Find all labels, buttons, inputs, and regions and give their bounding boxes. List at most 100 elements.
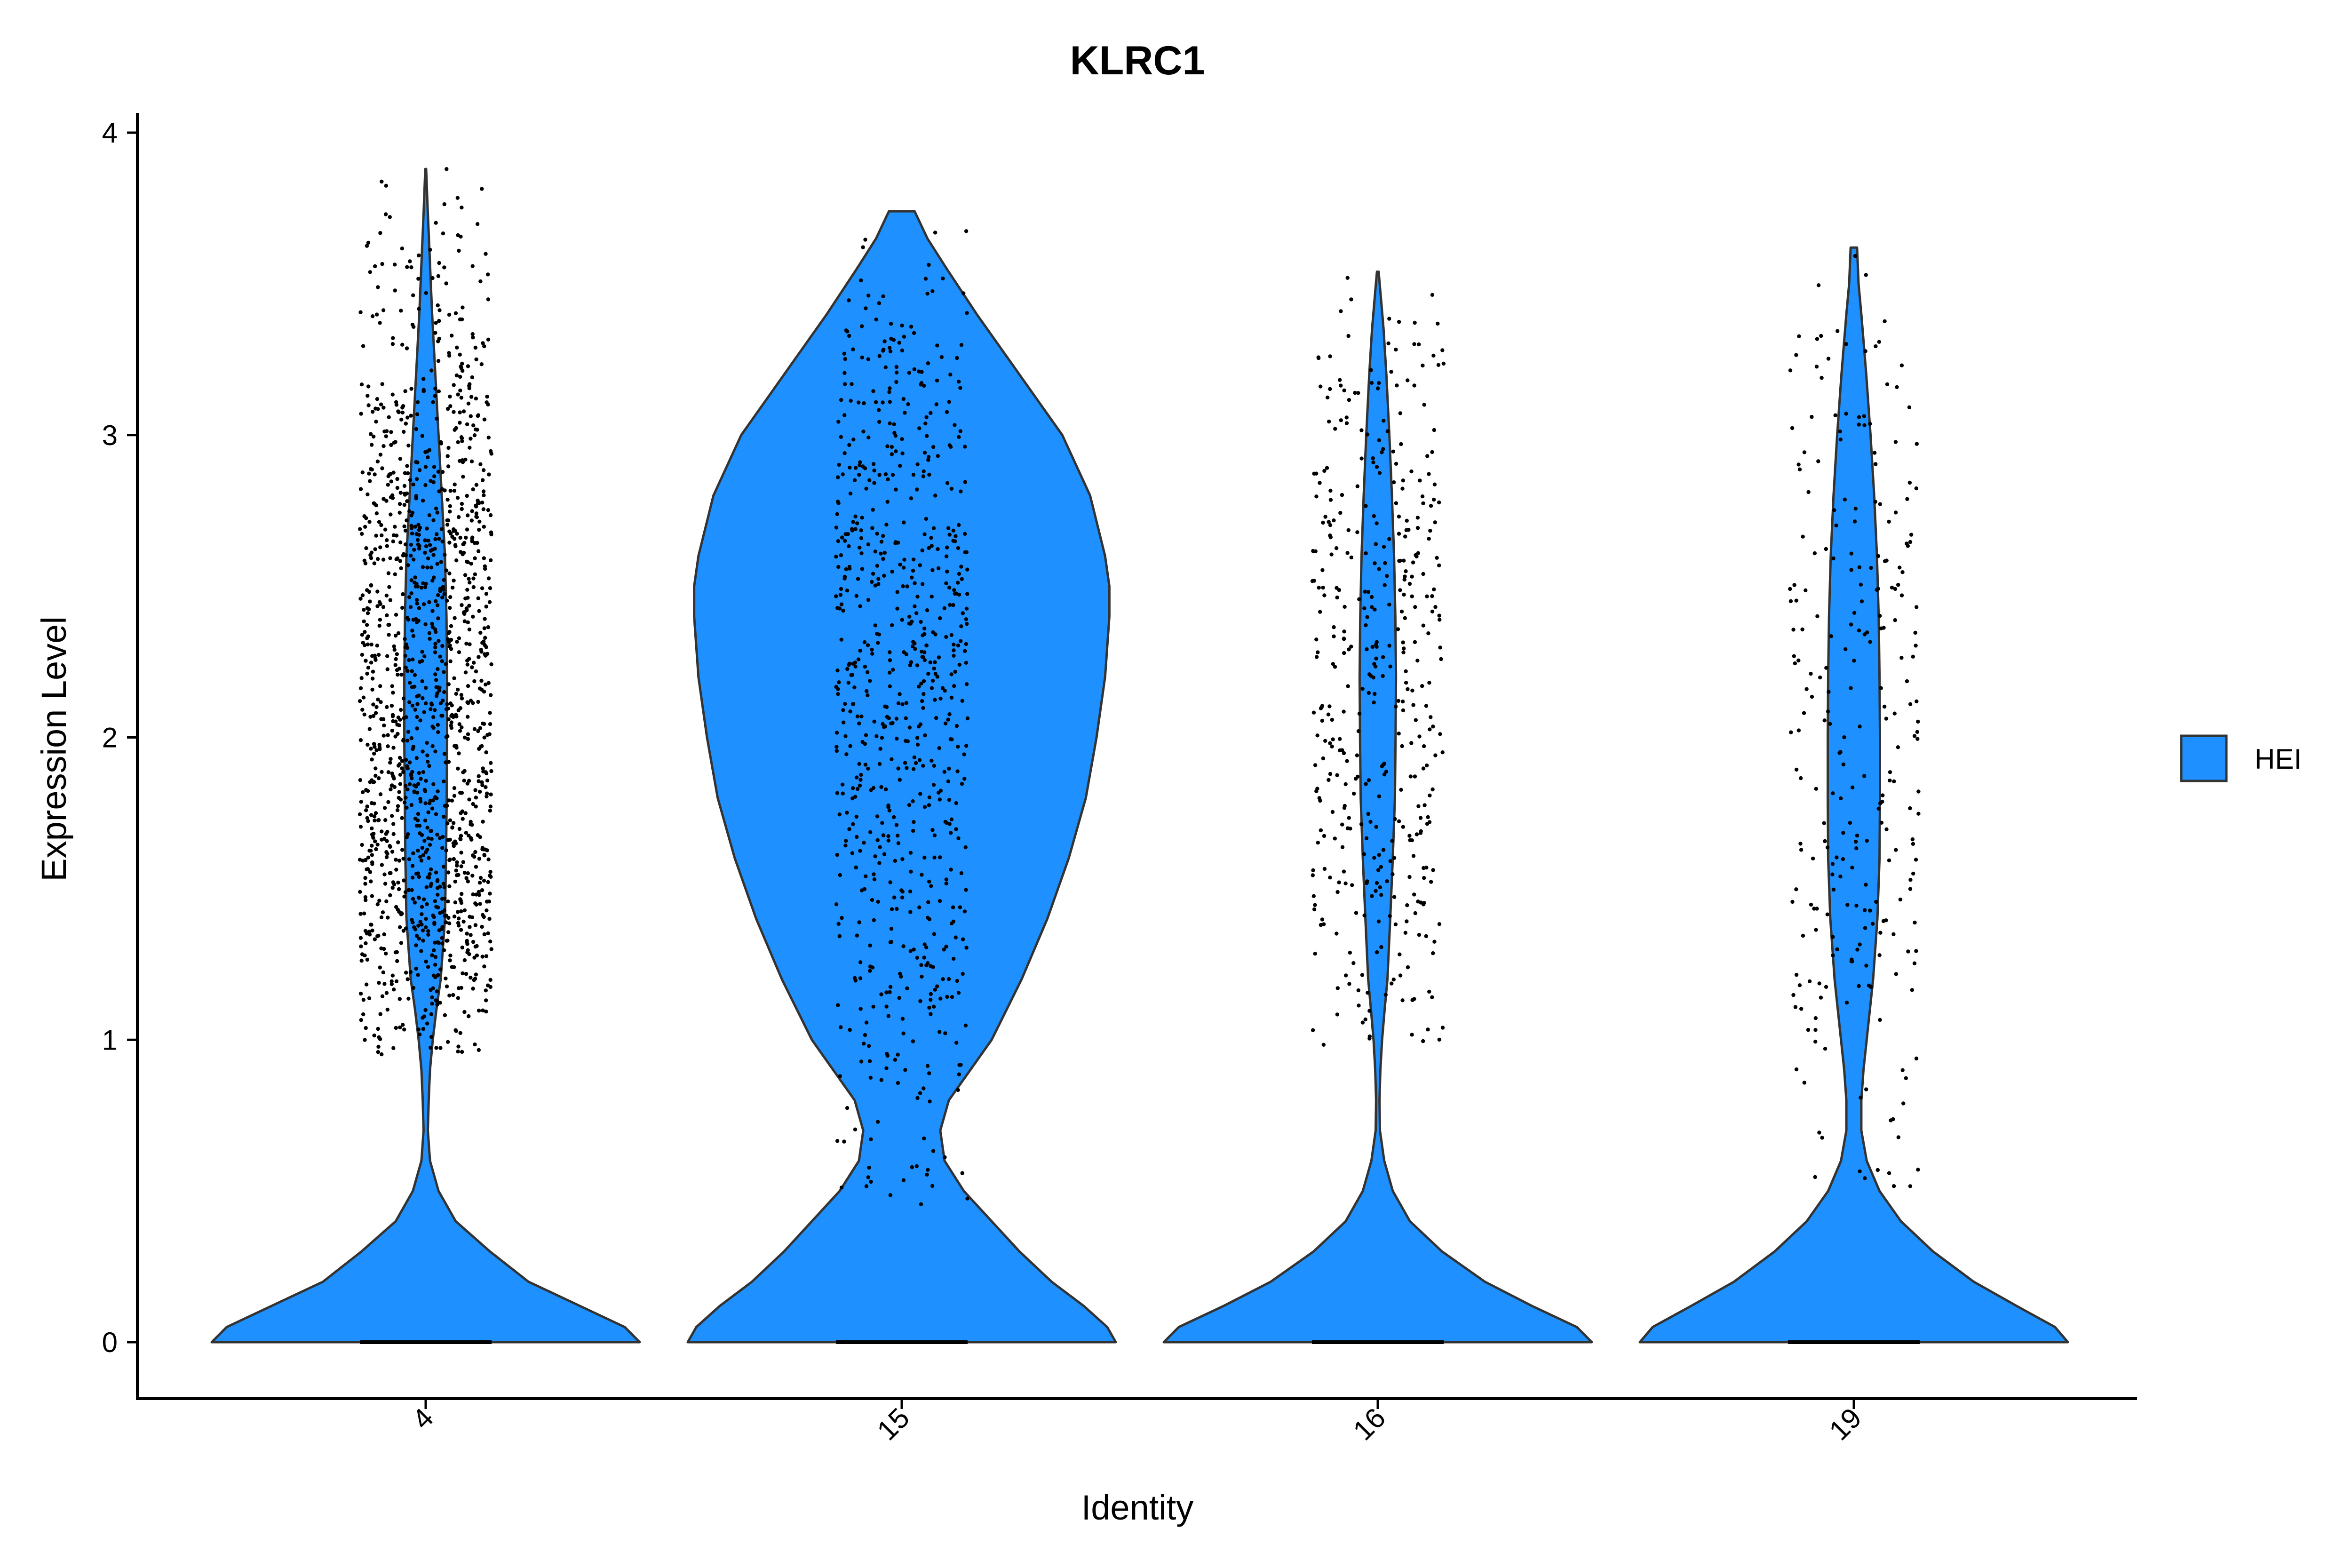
jitter-point — [376, 776, 381, 780]
jitter-point — [1343, 782, 1348, 787]
jitter-point — [410, 531, 414, 536]
jitter-point — [360, 633, 364, 637]
jitter-point — [1879, 686, 1883, 690]
jitter-point — [859, 772, 863, 777]
jitter-point — [887, 716, 891, 720]
jitter-point — [1380, 450, 1384, 454]
jitter-point — [1371, 676, 1375, 680]
jitter-point — [884, 990, 889, 995]
jitter-point — [431, 725, 436, 730]
jitter-point — [886, 804, 890, 808]
jitter-point — [1873, 500, 1877, 504]
jitter-point — [893, 1058, 898, 1062]
jitter-point — [963, 480, 967, 484]
jitter-point — [1858, 1169, 1862, 1174]
jitter-point — [380, 770, 384, 774]
jitter-point — [1417, 734, 1422, 739]
jitter-point — [839, 435, 843, 439]
jitter-point — [936, 454, 940, 458]
jitter-point — [1430, 787, 1435, 792]
jitter-point — [1366, 812, 1370, 816]
jitter-point — [407, 782, 412, 787]
jitter-point — [464, 641, 469, 646]
jitter-point — [1793, 1005, 1798, 1009]
jitter-point — [902, 334, 906, 339]
jitter-point — [483, 636, 487, 640]
jitter-point — [367, 727, 372, 731]
jitter-point — [466, 684, 470, 688]
jitter-point — [477, 655, 481, 659]
jitter-point — [1853, 839, 1858, 844]
jitter-point — [420, 659, 424, 663]
jitter-point — [403, 389, 407, 393]
jitter-point — [1335, 595, 1339, 600]
jitter-point — [844, 567, 848, 572]
jitter-point — [956, 643, 961, 648]
jitter-point — [865, 670, 870, 675]
jitter-point — [415, 702, 420, 706]
jitter-point — [1819, 995, 1823, 1000]
jitter-point — [1435, 556, 1439, 560]
jitter-point — [425, 565, 429, 570]
jitter-point — [922, 451, 927, 455]
jitter-point — [1394, 704, 1398, 709]
jitter-point — [456, 996, 460, 1000]
jitter-point — [1381, 848, 1386, 852]
jitter-point — [903, 411, 907, 415]
jitter-point — [441, 588, 445, 592]
jitter-point — [443, 1013, 447, 1018]
jitter-point — [393, 734, 397, 739]
jitter-point — [474, 515, 478, 519]
jitter-point — [1841, 857, 1845, 861]
jitter-point — [442, 752, 447, 756]
jitter-point — [1823, 839, 1827, 844]
jitter-point — [459, 234, 463, 239]
jitter-point — [951, 905, 955, 909]
jitter-point — [438, 654, 442, 659]
jitter-point — [932, 666, 936, 671]
jitter-point — [392, 776, 396, 781]
jitter-point — [881, 722, 885, 726]
jitter-point — [900, 895, 905, 899]
y-tick-label: 2 — [102, 722, 118, 754]
jitter-point — [894, 449, 898, 454]
jitter-point — [415, 601, 419, 606]
jitter-point — [375, 459, 380, 464]
jitter-point — [391, 719, 395, 724]
jitter-point — [938, 797, 942, 802]
jitter-point — [1874, 899, 1878, 904]
jitter-point — [839, 1025, 843, 1029]
jitter-point — [434, 1046, 438, 1050]
jitter-point — [964, 606, 969, 611]
jitter-point — [361, 998, 366, 1002]
jitter-point — [410, 864, 415, 868]
jitter-point — [1802, 450, 1807, 454]
jitter-point — [403, 471, 407, 475]
jitter-point — [434, 506, 438, 511]
jitter-point — [427, 801, 432, 805]
jitter-point — [474, 796, 478, 800]
jitter-point — [1328, 354, 1332, 358]
jitter-point — [889, 321, 893, 326]
jitter-point — [843, 382, 847, 386]
jitter-point — [467, 627, 472, 632]
jitter-point — [439, 714, 444, 718]
jitter-point — [364, 898, 368, 902]
jitter-point — [876, 577, 881, 581]
jitter-point — [372, 561, 376, 565]
jitter-point — [1374, 542, 1378, 546]
jitter-point — [855, 835, 859, 839]
jitter-point — [444, 848, 448, 852]
jitter-point — [1889, 1118, 1893, 1122]
jitter-point — [960, 577, 964, 581]
jitter-point — [927, 795, 932, 800]
jitter-point — [420, 845, 424, 850]
jitter-point — [400, 410, 405, 415]
jitter-point — [379, 402, 383, 406]
jitter-point — [1841, 831, 1845, 835]
jitter-point — [930, 828, 935, 832]
jitter-point — [1850, 785, 1855, 790]
jitter-point — [443, 914, 447, 918]
jitter-point — [877, 301, 882, 305]
jitter-point — [401, 929, 406, 933]
